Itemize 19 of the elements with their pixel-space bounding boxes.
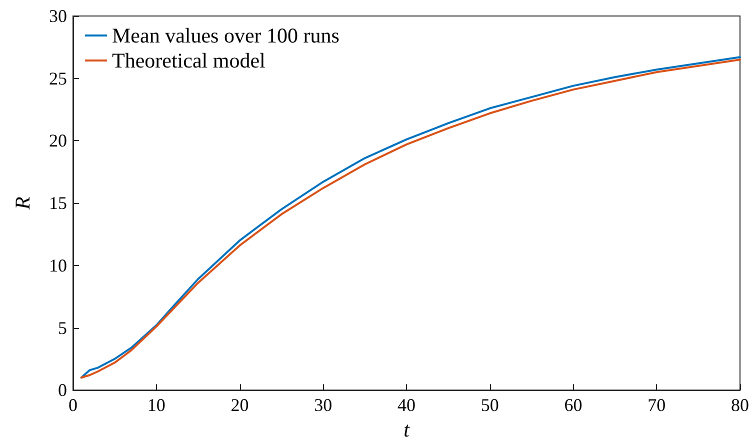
y-tick-label: 15 [49, 193, 67, 214]
x-tick-label: 30 [314, 395, 332, 416]
y-axis-title: R [10, 196, 34, 210]
x-tick-label: 50 [480, 395, 499, 416]
y-tick-label: 0 [58, 380, 67, 400]
x-tick-label: 70 [648, 395, 666, 416]
y-tick-label: 10 [49, 255, 67, 276]
x-axis-title: t [404, 418, 411, 442]
y-tick-label: 30 [49, 6, 67, 26]
x-tick-label: 80 [731, 395, 749, 416]
x-tick-label: 40 [398, 395, 416, 416]
legend-label: Mean values over 100 runs [112, 24, 340, 48]
x-tick-label: 20 [230, 395, 249, 416]
x-tick-label: 60 [564, 395, 582, 416]
legend-label: Theoretical model [112, 48, 266, 72]
y-tick-label: 20 [49, 130, 67, 151]
x-tick-label: 10 [147, 395, 166, 416]
y-tick-label: 5 [58, 318, 67, 338]
y-tick-label: 25 [49, 68, 67, 88]
